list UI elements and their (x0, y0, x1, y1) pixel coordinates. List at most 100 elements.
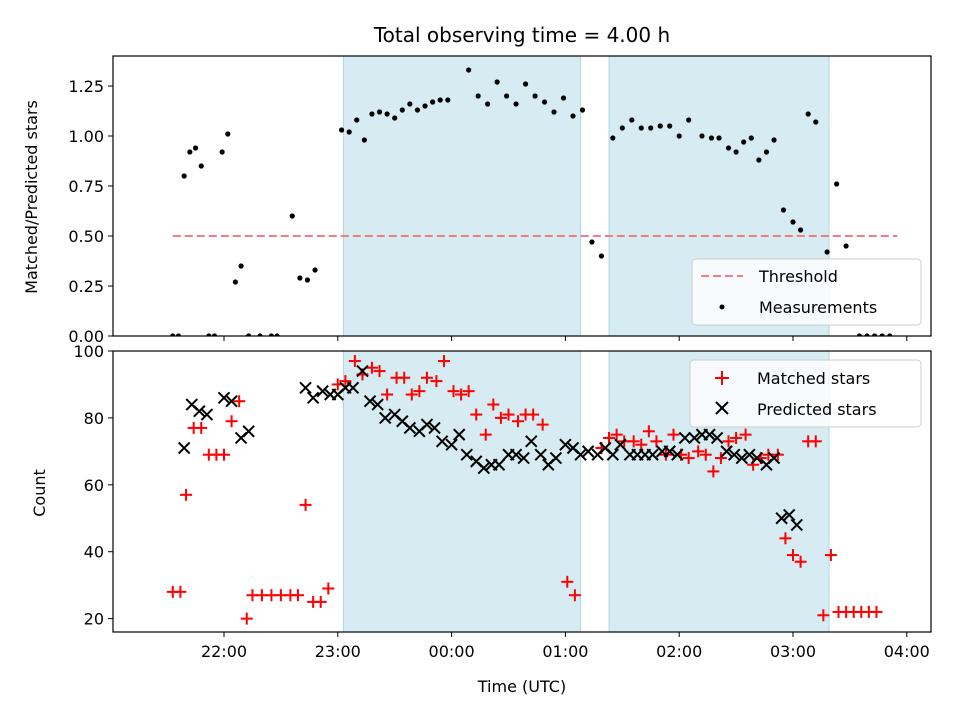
matched-stars-point (682, 452, 695, 465)
matched-stars-point (817, 609, 830, 622)
x-tick-label: 23:00 (315, 642, 361, 661)
measurement-point (170, 333, 176, 336)
measurement-point (304, 277, 311, 283)
predicted-stars-point (574, 448, 587, 461)
measurement-point (475, 93, 481, 99)
measurement-point (346, 129, 352, 135)
measurement-point (361, 137, 367, 143)
measurement-point (676, 133, 682, 139)
measurement-point (369, 111, 375, 117)
bottom-panel: 20 40 60 80 100 22:00 23:00 00:00 01:00 02:00 03:0… (73, 342, 932, 661)
measurement-point (771, 137, 777, 143)
matched-stars-point (462, 385, 475, 398)
predicted-stars-point (306, 391, 320, 405)
matched-legend-label: Matched stars (757, 369, 870, 388)
measurement-point (219, 149, 225, 155)
measurement-point (748, 135, 754, 141)
matched-legend-swatch (715, 371, 729, 385)
matched-stars-point (667, 428, 680, 441)
predicted-stars-point (346, 381, 360, 395)
y-tick-label: 1.25 (68, 77, 104, 96)
measurement-point (699, 133, 705, 139)
matched-stars-point (405, 388, 418, 401)
measurement-point (864, 333, 870, 336)
measurement-point (485, 101, 491, 107)
matched-stars-point (824, 549, 837, 562)
matched-stars-point (494, 411, 507, 424)
measurements-legend-swatch (719, 304, 725, 310)
matched-stars-point (291, 589, 304, 602)
measurement-point (756, 157, 762, 163)
matched-stars-point (692, 445, 705, 458)
matched-stars-point (365, 361, 378, 374)
measurement-point (741, 139, 747, 145)
measurement-point (871, 333, 878, 336)
predicted-stars-point (790, 518, 804, 532)
measurement-point (780, 207, 787, 213)
matched-stars-point (707, 465, 720, 478)
matched-stars-point (381, 388, 394, 401)
predicted-stars-point (452, 428, 466, 441)
measurement-point (211, 333, 218, 336)
predicted-stars-point (200, 408, 214, 421)
matched-stars-point (787, 549, 799, 562)
measurement-point (504, 93, 510, 99)
matched-stars-point (722, 435, 735, 448)
predicted-stars-point (678, 431, 692, 445)
y-tick-label: 60 (84, 476, 104, 495)
measurement-point (813, 119, 819, 125)
measurement-point (805, 111, 811, 117)
threshold-legend-label: Threshold (758, 267, 838, 286)
predicted-stars-point (581, 445, 595, 458)
measurements-legend-label: Measurements (759, 298, 877, 317)
measurement-point (414, 107, 421, 113)
x-tick-label: 22:00 (201, 642, 247, 661)
predicted-stars-point (775, 512, 788, 525)
predicted-legend-label: Predicted stars (757, 400, 877, 419)
x-tick-label: 02:00 (656, 642, 702, 661)
predicted-stars-point (492, 458, 506, 471)
measurement-point (610, 135, 616, 141)
matched-stars-point (699, 448, 712, 461)
measurement-point (238, 263, 244, 269)
x-tick-label: 01:00 (542, 642, 588, 661)
measurement-point (494, 79, 500, 85)
matched-stars-point (447, 385, 460, 398)
y-tick-label: 0.00 (68, 327, 104, 346)
predicted-stars-point (445, 438, 458, 451)
matched-stars-point (642, 425, 655, 438)
measurement-point (175, 333, 182, 336)
matched-stars-point (398, 371, 411, 384)
matched-stars-point (568, 589, 581, 602)
measurement-point (338, 127, 345, 133)
predicted-stars-point (316, 384, 329, 398)
predicted-stars-point (371, 398, 384, 411)
predicted-stars-point (420, 418, 434, 431)
measurement-point (399, 107, 405, 113)
measurement-point (445, 97, 451, 103)
measurement-point (648, 125, 654, 131)
measurement-point (257, 333, 263, 336)
y-tick-label: 0.50 (68, 227, 104, 246)
measurement-point (629, 117, 635, 123)
y-tick-label: 20 (84, 610, 104, 629)
measurement-point (763, 149, 770, 155)
measurement-point (198, 163, 204, 169)
measurement-point (430, 99, 436, 105)
measurement-point (289, 213, 295, 219)
predicted-stars-point (549, 451, 563, 465)
y-tick-label: 40 (84, 543, 104, 562)
measurement-point (725, 145, 732, 151)
measurement-point (513, 101, 519, 107)
measurement-point (598, 253, 605, 259)
y-tick-label: 0.25 (68, 277, 104, 296)
predicted-stars-point (477, 461, 491, 475)
measurement-point (879, 333, 885, 336)
x-tick-label: 04:00 (884, 642, 930, 661)
matched-stars-point (348, 355, 361, 368)
predicted-stars-point (782, 508, 796, 522)
bottom-y-axis-label: Count (30, 469, 49, 517)
predicted-stars-point (720, 445, 733, 458)
measurement-point (384, 111, 390, 117)
